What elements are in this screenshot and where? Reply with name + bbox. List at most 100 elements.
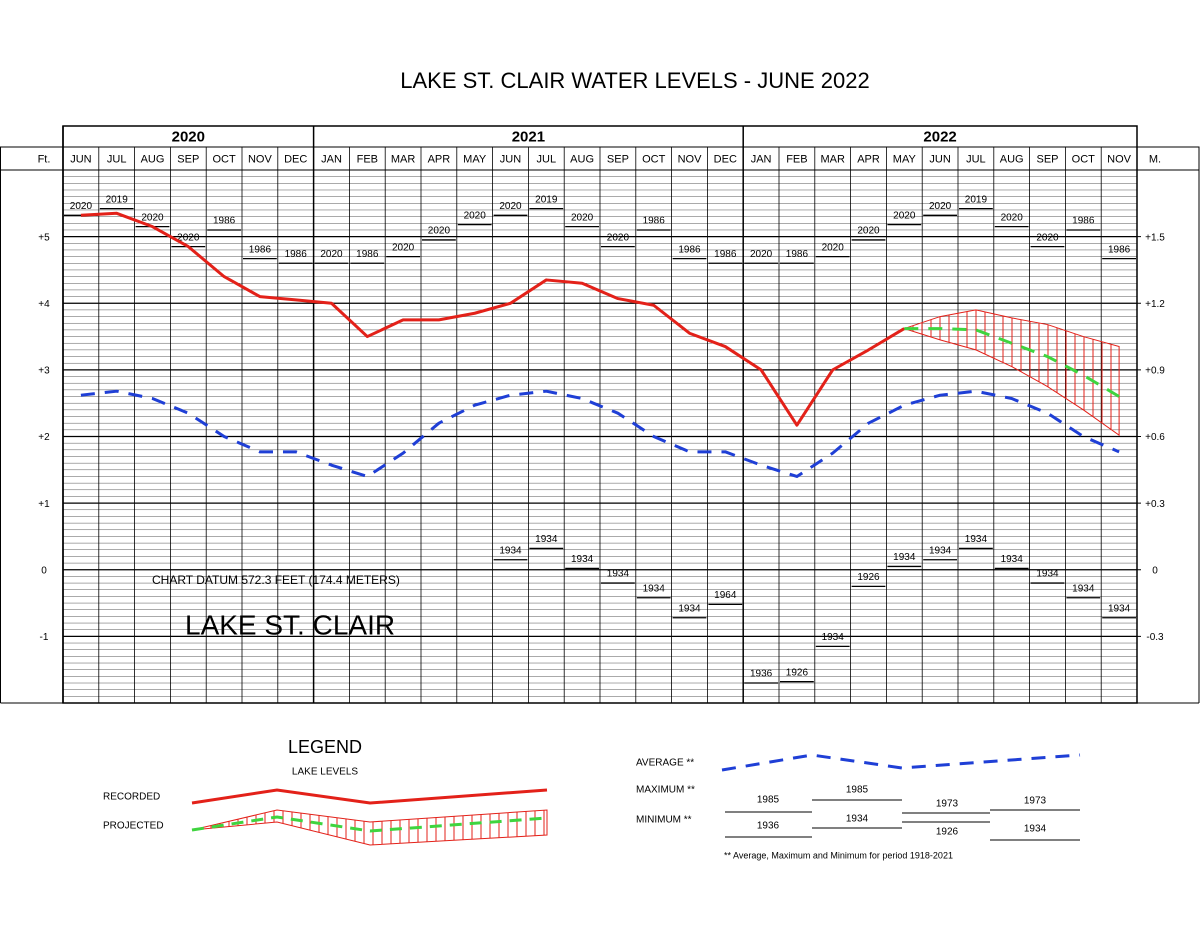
x-tick-label: MAY: [463, 153, 487, 165]
minimum-year: 1934: [499, 545, 522, 556]
maximum-year: 1986: [1072, 216, 1095, 227]
y-tick-label: +4: [38, 299, 50, 310]
legend-label: PROJECTED: [103, 821, 164, 832]
minimum-year: 1934: [1036, 569, 1059, 580]
maximum-year: 1986: [1108, 244, 1131, 255]
maximum-year: 2020: [320, 249, 343, 260]
year-label: 2021: [512, 128, 545, 145]
legend-year: 1934: [846, 814, 869, 825]
maximum-year: 2020: [464, 210, 487, 221]
maximum-year: 2020: [177, 232, 200, 243]
maximum-year: 2020: [857, 226, 880, 237]
legend-year: 1973: [936, 799, 959, 810]
legend-note: ** Average, Maximum and Minimum for peri…: [724, 850, 953, 860]
minimum-year: 1934: [893, 552, 916, 563]
minimum-year: 1934: [1108, 603, 1131, 614]
legend-swatch: [191, 809, 548, 846]
legend-swatch: [191, 788, 548, 805]
x-tick-label: JUL: [537, 153, 557, 165]
minimum-year: 1934: [929, 545, 952, 556]
year-label: 2022: [923, 128, 956, 145]
x-tick-label: OCT: [642, 153, 666, 165]
y2-tick-label: +0.6: [1145, 432, 1165, 443]
x-tick-label: JUN: [929, 153, 950, 165]
minimum-year: 1936: [750, 669, 773, 680]
minimum-year: 1934: [678, 603, 701, 614]
y-tick-label: +3: [38, 366, 50, 377]
minimum-year: 1934: [643, 583, 666, 594]
year-label: 2020: [172, 128, 205, 145]
x-tick-label: JAN: [751, 153, 772, 165]
y-axis-label: Ft.: [38, 153, 51, 165]
y-tick-label: +1: [38, 499, 50, 510]
y-tick-label: -1: [40, 632, 49, 643]
y2-tick-label: +0.3: [1145, 499, 1165, 510]
x-tick-label: JUN: [500, 153, 521, 165]
x-tick-label: JAN: [321, 153, 342, 165]
maximum-year: 2020: [392, 242, 415, 253]
x-tick-label: NOV: [678, 153, 703, 165]
legend-year: 1936: [757, 821, 780, 832]
maximum-year: 2019: [535, 194, 558, 205]
x-tick-label: DEC: [284, 153, 307, 165]
maximum-year: 2020: [607, 232, 630, 243]
y-tick-label: +2: [38, 432, 50, 443]
maximum-year: 2020: [70, 201, 93, 212]
x-tick-label: MAR: [820, 153, 845, 165]
legend-year: 1973: [1024, 796, 1047, 807]
y2-tick-label: +1.5: [1145, 232, 1165, 243]
annotation: LAKE ST. CLAIR: [185, 609, 395, 640]
minimum-year: 1934: [1072, 583, 1095, 594]
maximum-year: 2020: [1001, 212, 1024, 223]
minimum-year: 1964: [714, 590, 737, 601]
x-tick-label: FEB: [357, 153, 378, 165]
y-tick-label: 0: [41, 565, 47, 576]
legend: LEGEND LAKE LEVELS RECORDED PROJECTED AV…: [103, 737, 1081, 860]
x-tick-label: JUL: [107, 153, 127, 165]
x-tick-label: AUG: [141, 153, 165, 165]
legend-year: 1926: [936, 827, 959, 838]
series-line: [80, 211, 906, 427]
maximum-year: 2020: [750, 249, 773, 260]
y2-tick-label: 0: [1152, 565, 1158, 576]
legend-year: 1985: [757, 795, 780, 806]
x-tick-label: APR: [857, 153, 880, 165]
minimum-year: 1934: [965, 534, 988, 545]
maximum-year: 1986: [249, 244, 272, 255]
legend-label: MAXIMUM **: [636, 785, 695, 796]
minimum-year: 1926: [786, 667, 809, 678]
legend-label: MINIMUM **: [636, 815, 692, 826]
legend-subtitle: LAKE LEVELS: [292, 767, 358, 778]
x-tick-label: NOV: [1107, 153, 1132, 165]
x-tick-label: NOV: [248, 153, 273, 165]
x-tick-label: JUL: [966, 153, 986, 165]
legend-year: 1985: [846, 785, 869, 796]
x-tick-label: JUN: [70, 153, 91, 165]
maximum-year: 2020: [822, 242, 845, 253]
maximum-year: 2020: [571, 212, 594, 223]
maximum-year: 1986: [285, 249, 308, 260]
legend-label: RECORDED: [103, 792, 160, 803]
y-tick-label: +5: [38, 232, 50, 243]
x-tick-label: OCT: [212, 153, 236, 165]
maximum-year: 2019: [106, 194, 129, 205]
minimum-year: 1934: [822, 632, 845, 643]
y2-axis-label: M.: [1149, 153, 1161, 165]
maximum-year: 1986: [213, 216, 236, 227]
minimum-year: 1934: [535, 534, 558, 545]
y2-tick-label: -0.3: [1146, 632, 1164, 643]
minimum-year: 1934: [607, 569, 630, 580]
series-line: [904, 327, 1120, 398]
maximum-year: 2020: [141, 212, 164, 223]
maximum-year: 1986: [356, 249, 379, 260]
y2-tick-label: +0.9: [1145, 366, 1165, 377]
legend-swatch: [721, 753, 1081, 772]
x-tick-label: DEC: [714, 153, 737, 165]
maximum-year: 1986: [678, 244, 701, 255]
legend-title: LEGEND: [288, 737, 362, 757]
x-tick-label: APR: [428, 153, 451, 165]
x-tick-label: MAR: [391, 153, 416, 165]
x-tick-label: FEB: [786, 153, 807, 165]
x-tick-label: SEP: [1036, 153, 1058, 165]
